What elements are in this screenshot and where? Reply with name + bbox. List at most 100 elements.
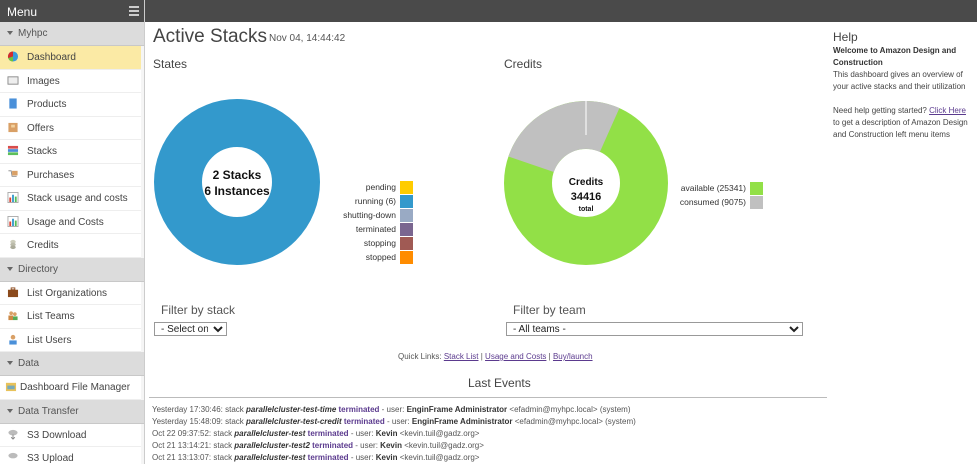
sidebar-item-products[interactable]: Products	[0, 93, 141, 117]
legend-stopping[interactable]: stopping	[296, 236, 413, 250]
legend-available[interactable]: available (25341)	[666, 181, 763, 195]
stack-link[interactable]: parallelcluster-test2	[234, 441, 310, 450]
last-events-title: Last Events	[468, 376, 531, 390]
hamburger-icon[interactable]	[129, 6, 139, 16]
stack-link[interactable]: parallelcluster-test-time	[246, 405, 337, 414]
main-content: Active Stacks Nov 04, 14:44:42 States 2 …	[146, 22, 827, 464]
top-bar	[0, 0, 977, 22]
caret-down-icon	[7, 408, 13, 413]
page-title: Active Stacks	[153, 26, 268, 47]
credits-center-line2: 34416	[571, 191, 602, 203]
sidebar-item-usage-costs[interactable]: Usage and Costs	[0, 210, 141, 234]
sidebar-item-stack-usage[interactable]: Stack usage and costs	[0, 187, 141, 211]
help-panel: Help Welcome to Amazon Design and Constr…	[833, 30, 973, 141]
sidebar-item-offers[interactable]: Offers	[0, 116, 141, 140]
pie-chart-icon	[7, 51, 19, 62]
swatch	[750, 195, 763, 209]
credits-label: Credits	[504, 57, 543, 71]
sidebar-item-images[interactable]: Images	[0, 69, 141, 93]
item-label: Usage and Costs	[27, 216, 104, 228]
event-row: Yesterday 17:30:46: stack parallelcluste…	[152, 405, 631, 414]
legend-shutting-down[interactable]: shutting-down	[296, 208, 413, 222]
help-welcome: Welcome to Amazon Design and Constructio…	[833, 46, 957, 67]
section-myhpc[interactable]: Myhpc	[0, 22, 144, 46]
quick-links: Quick Links: Stack List | Usage and Cost…	[398, 352, 593, 361]
briefcase-icon	[7, 286, 19, 297]
swatch	[400, 180, 413, 194]
help-intro: This dashboard gives an overview of your…	[833, 70, 966, 91]
event-row: Oct 22 09:37:52: stack parallelcluster-t…	[152, 429, 480, 438]
stack-link[interactable]: parallelcluster-test	[234, 453, 306, 462]
stack-icon	[7, 145, 19, 156]
section-label: Data Transfer	[18, 405, 79, 417]
caret-down-icon	[7, 31, 13, 36]
menu-header: Menu	[0, 0, 144, 22]
caret-down-icon	[7, 266, 13, 271]
credits-donut-chart[interactable]: Credits 34416 total	[504, 101, 668, 265]
event-row: Oct 21 13:13:07: stack parallelcluster-t…	[152, 453, 480, 462]
credits-center-line3: total	[579, 206, 594, 213]
cloud-upload-icon	[8, 452, 18, 459]
item-label: Stack usage and costs	[27, 193, 128, 204]
sidebar-item-list-users[interactable]: List Users	[0, 328, 141, 352]
item-label: List Organizations	[27, 287, 108, 299]
sidebar-item-file-manager[interactable]: Dashboard File Manager	[0, 376, 141, 400]
sidebar-item-list-teams[interactable]: List Teams	[0, 305, 141, 329]
help-click-here-link[interactable]: Click Here	[929, 106, 966, 115]
help-need-help: Need help getting started? Click Here to…	[833, 106, 968, 139]
section-data[interactable]: Data	[0, 352, 144, 376]
section-directory[interactable]: Directory	[0, 257, 144, 282]
sidebar-item-purchases[interactable]: Purchases	[0, 163, 141, 187]
item-label: S3 Download	[27, 429, 87, 441]
legend-terminated[interactable]: terminated	[296, 222, 413, 236]
folder-icon	[5, 382, 17, 392]
sidebar-item-dashboard[interactable]: Dashboard	[0, 46, 141, 70]
stack-link[interactable]: parallelcluster-test-credit	[246, 417, 342, 426]
help-title: Help	[833, 30, 858, 44]
bar-chart-icon	[7, 215, 19, 227]
window-icon	[7, 75, 19, 85]
sidebar-item-s3-upload[interactable]: S3 Upload	[0, 447, 141, 464]
item-label: Dashboard	[27, 52, 76, 63]
filter-team-select[interactable]: - All teams -	[506, 322, 803, 336]
states-donut-chart[interactable]: 2 Stacks 6 Instances	[154, 99, 320, 265]
item-label: Products	[27, 99, 67, 110]
filter-stack-select[interactable]: - Select one -	[154, 322, 227, 336]
link-buy-launch[interactable]: Buy/launch	[552, 352, 593, 361]
legend-consumed[interactable]: consumed (9075)	[666, 195, 763, 209]
document-icon	[9, 98, 17, 109]
item-label: Dashboard File Manager	[20, 382, 131, 393]
sidebar-item-credits[interactable]: Credits	[0, 234, 141, 258]
item-label: Offers	[27, 122, 55, 134]
cloud-download-icon	[8, 429, 18, 440]
item-label: Purchases	[27, 169, 75, 181]
item-label: List Teams	[27, 311, 75, 322]
swatch	[400, 222, 413, 236]
legend-running[interactable]: running (6)	[296, 194, 413, 208]
link-stack-list[interactable]: Stack List	[443, 352, 479, 361]
legend-stopped[interactable]: stopped	[296, 250, 413, 264]
section-label: Myhpc	[18, 28, 48, 39]
swatch	[400, 208, 413, 222]
sidebar-item-list-organizations[interactable]: List Organizations	[0, 281, 141, 305]
legend-pending[interactable]: pending	[296, 180, 413, 194]
team-icon	[8, 311, 18, 321]
filter-team-label: Filter by team	[513, 303, 586, 317]
section-label: Directory	[18, 263, 59, 275]
item-label: Credits	[27, 240, 59, 251]
swatch	[400, 250, 413, 264]
stack-link[interactable]: parallelcluster-test	[234, 429, 306, 438]
sidebar-item-s3-download[interactable]: S3 Download	[0, 423, 141, 447]
menu-title: Menu	[7, 5, 38, 19]
states-center-line1: 2 Stacks	[213, 168, 262, 182]
states-legend: pending running (6) shutting-down termin…	[296, 180, 413, 264]
event-row: Oct 21 13:14:21: stack parallelcluster-t…	[152, 441, 484, 450]
credits-legend: available (25341) consumed (9075)	[666, 181, 763, 209]
section-label: Data	[18, 358, 40, 369]
sidebar-item-stacks[interactable]: Stacks	[0, 140, 141, 164]
section-data-transfer[interactable]: Data Transfer	[0, 399, 144, 424]
user-icon	[9, 334, 17, 345]
box-icon	[8, 122, 18, 132]
link-usage-costs[interactable]: Usage and Costs	[485, 352, 547, 361]
bar-chart-icon	[7, 192, 19, 203]
